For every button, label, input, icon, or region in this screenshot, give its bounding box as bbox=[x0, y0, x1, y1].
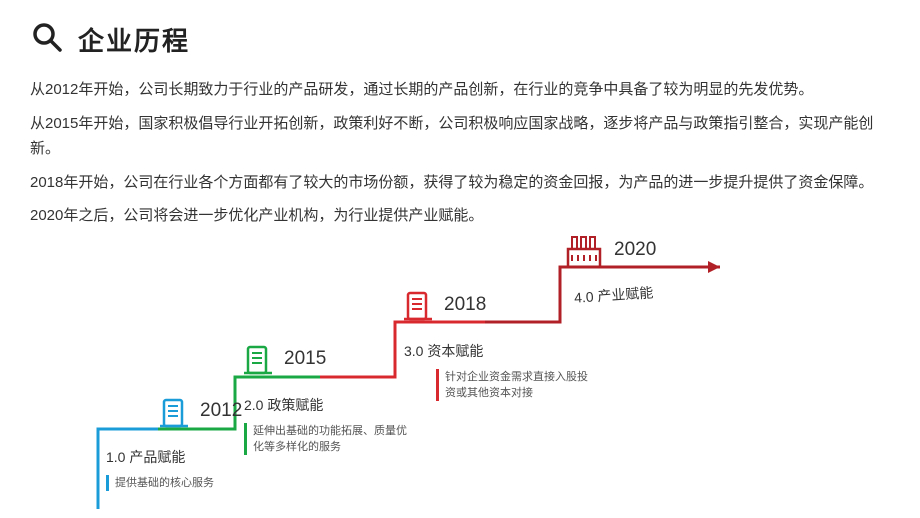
stage-3-bar bbox=[436, 369, 439, 401]
stage-3-desc: 针对企业资金需求直接入股投资或其他资本对接 bbox=[436, 369, 596, 402]
magnifier-icon bbox=[30, 20, 64, 59]
stage-1-desc: 提供基础的核心服务 bbox=[106, 475, 266, 492]
page-header: 企业历程 bbox=[30, 20, 890, 59]
intro-paragraph-4: 2020年之后，公司将会进一步优化产业机构，为行业提供产业赋能。 bbox=[30, 203, 890, 229]
stage-2-bar bbox=[244, 423, 247, 455]
building-icon-2012 bbox=[158, 394, 194, 435]
year-2018: 2018 bbox=[444, 294, 486, 316]
year-2020: 2020 bbox=[614, 239, 656, 261]
year-2015: 2015 bbox=[284, 348, 326, 370]
stage-4-label: 4.0 产业赋能 bbox=[573, 282, 654, 307]
stage-1-desc-text: 提供基础的核心服务 bbox=[115, 475, 214, 492]
timeline-diagram: 2012 1.0 产品赋能 提供基础的核心服务 2015 2.0 政策赋能 延伸… bbox=[30, 237, 890, 517]
stage-1-bar bbox=[106, 475, 109, 491]
intro-paragraph-2: 从2015年开始，国家积极倡导行业开拓创新，政策利好不断，公司积极响应国家战略，… bbox=[30, 111, 890, 162]
intro-paragraph-3: 2018年开始，公司在行业各个方面都有了较大的市场份额，获得了较为稳定的资金回报… bbox=[30, 170, 890, 196]
building-icon-2015 bbox=[242, 341, 278, 382]
factory-icon-2020 bbox=[564, 231, 606, 276]
year-2012: 2012 bbox=[200, 400, 242, 422]
stage-1-label: 1.0 产品赋能 bbox=[106, 447, 185, 467]
intro-paragraph-1: 从2012年开始，公司长期致力于行业的产品研发，通过长期的产品创新，在行业的竞争… bbox=[30, 77, 890, 103]
stage-3-desc-text: 针对企业资金需求直接入股投资或其他资本对接 bbox=[445, 369, 596, 402]
stage-3-label: 3.0 资本赋能 bbox=[404, 341, 483, 361]
stage-2-desc: 延伸出基础的功能拓展、质量优化等多样化的服务 bbox=[244, 423, 414, 456]
page-title: 企业历程 bbox=[78, 21, 190, 58]
stage-2-label: 2.0 政策赋能 bbox=[244, 395, 323, 415]
stage-2-desc-text: 延伸出基础的功能拓展、质量优化等多样化的服务 bbox=[253, 423, 414, 456]
building-icon-2018 bbox=[402, 287, 438, 328]
